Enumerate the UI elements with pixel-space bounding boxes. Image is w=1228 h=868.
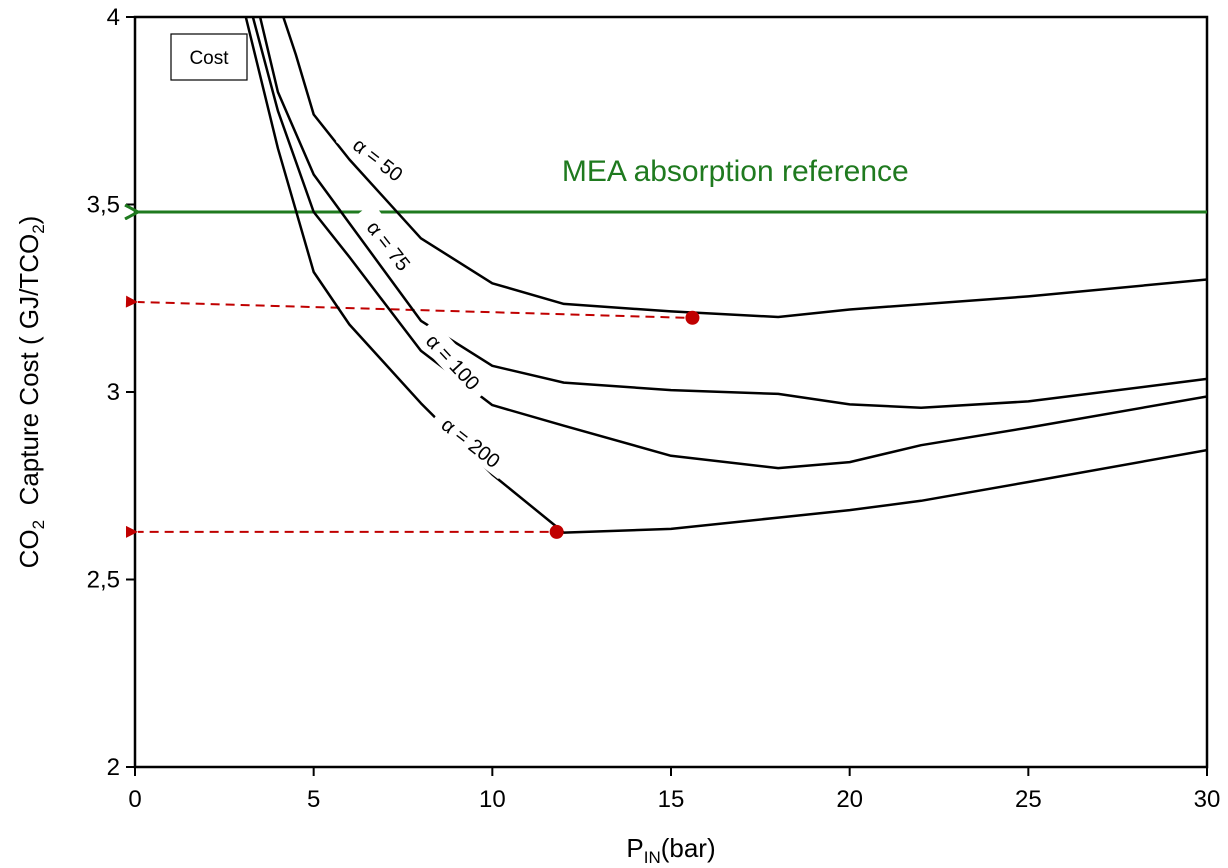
series-group bbox=[244, 17, 1207, 534]
x-tick-label: 20 bbox=[836, 786, 863, 813]
curve-label-backdrop bbox=[335, 121, 422, 197]
optimum-marker bbox=[685, 310, 700, 325]
y-axis-title: CO2 Capture Cost ( GJ/TCO2) bbox=[14, 216, 48, 569]
x-tick-label: 30 bbox=[1194, 786, 1221, 813]
marker-arrows bbox=[125, 295, 685, 538]
series-line bbox=[244, 17, 1207, 534]
mea-reference-group: MEA absorption reference bbox=[138, 155, 1207, 212]
y-axis-ticks: 2 2,5 3 3,5 4 bbox=[87, 4, 135, 781]
y-tick-label: 2,5 bbox=[87, 567, 120, 594]
x-tick-label: 0 bbox=[128, 786, 141, 813]
optimum-marker bbox=[549, 524, 564, 539]
curve-label-backdrop bbox=[428, 404, 515, 480]
marker-dots bbox=[549, 310, 700, 539]
y-tick-label: 4 bbox=[107, 4, 120, 31]
x-tick-label: 5 bbox=[307, 786, 320, 813]
legend: Cost bbox=[170, 33, 248, 81]
plot-area bbox=[133, 15, 1209, 769]
curve-label-backdrop bbox=[414, 320, 494, 403]
mea-reference-label: MEA absorption reference bbox=[562, 155, 909, 188]
x-tick-label: 10 bbox=[479, 786, 506, 813]
marker-arrow bbox=[125, 295, 685, 319]
x-axis-title: PIN(bar) bbox=[626, 833, 715, 867]
curve-label-backdrop bbox=[352, 202, 427, 288]
y-tick-label: 2 bbox=[107, 754, 120, 781]
x-tick-label: 15 bbox=[658, 786, 685, 813]
series-line bbox=[258, 17, 1207, 409]
series-line bbox=[251, 17, 1207, 470]
x-axis-ticks: 0 5 10 15 20 25 30 bbox=[128, 767, 1220, 813]
y-tick-label: 3 bbox=[107, 379, 120, 406]
y-tick-label: 3,5 bbox=[87, 192, 120, 219]
legend-box bbox=[170, 33, 248, 81]
legend-label: Cost bbox=[189, 48, 229, 69]
x-tick-label: 25 bbox=[1015, 786, 1042, 813]
series-line bbox=[282, 17, 1207, 319]
